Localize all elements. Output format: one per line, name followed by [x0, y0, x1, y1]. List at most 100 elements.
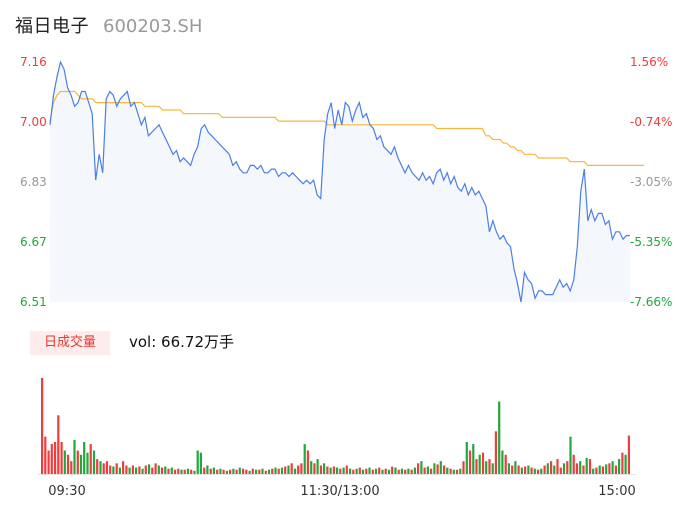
- volume-bar: [222, 469, 225, 474]
- volume-bar: [592, 468, 595, 474]
- volume-bar: [329, 467, 332, 474]
- volume-bar: [336, 467, 339, 474]
- volume-bar: [186, 468, 190, 474]
- volume-bar: [102, 463, 105, 474]
- volume-bar: [485, 461, 488, 474]
- volume-bar: [433, 463, 436, 474]
- volume-bar: [579, 461, 582, 474]
- volume-bar: [118, 467, 121, 474]
- volume-bar: [319, 465, 322, 474]
- stock-name: 福日电子: [15, 16, 89, 37]
- volume-bar: [605, 464, 608, 474]
- volume-bar: [452, 469, 455, 474]
- volume-bar: [355, 468, 358, 474]
- volume-bar: [556, 459, 559, 474]
- volume-bar: [361, 469, 365, 474]
- volume-bar: [135, 467, 138, 474]
- volume-bar: [73, 439, 76, 474]
- volume-bar: [70, 461, 73, 474]
- volume-bar: [284, 466, 287, 474]
- volume-bar: [92, 450, 96, 474]
- volume-bar: [488, 459, 491, 474]
- volume-bar: [439, 461, 442, 474]
- volume-bar: [455, 469, 459, 474]
- price-area: [50, 62, 630, 302]
- volume-bar: [99, 461, 102, 474]
- volume-bar: [553, 465, 556, 474]
- volume-bar: [462, 461, 465, 474]
- volume-bar: [112, 466, 115, 474]
- volume-bar: [420, 461, 423, 474]
- volume-bar: [540, 468, 543, 474]
- volume-bar: [196, 450, 199, 474]
- volume-bar: [352, 469, 355, 474]
- volume-bar: [235, 469, 238, 474]
- volume-bar: [387, 469, 391, 474]
- volume-bar: [57, 415, 60, 474]
- volume-bar: [449, 468, 452, 474]
- volume-bar: [245, 469, 248, 474]
- volume-bar: [501, 450, 504, 474]
- volume-bar: [478, 454, 481, 474]
- volume-bar: [550, 461, 553, 474]
- price-tick-label: 6.83: [20, 175, 47, 189]
- volume-bar: [86, 452, 89, 474]
- volume-bar: [339, 468, 342, 474]
- volume-bar: [323, 463, 326, 474]
- volume-bar: [514, 461, 517, 474]
- volume-bar: [349, 468, 352, 474]
- volume-bar: [138, 466, 141, 474]
- price-tick-label: 6.67: [20, 235, 47, 249]
- volume-bar: [326, 466, 329, 474]
- volume-bar: [255, 469, 258, 474]
- volume-bar: [148, 464, 151, 474]
- percent-tick-label: -3.05%: [630, 175, 672, 189]
- volume-bar: [511, 465, 514, 474]
- volume-bar: [472, 444, 475, 474]
- volume-bar: [491, 463, 494, 474]
- volume-bar: [274, 467, 277, 474]
- volume-bar: [588, 459, 592, 474]
- volume-bar: [342, 467, 345, 474]
- volume-bar: [559, 467, 562, 474]
- volume-bar: [173, 469, 177, 474]
- price-tick-label: 7.00: [20, 115, 47, 129]
- volume-bar: [177, 468, 180, 474]
- volume-bar: [443, 465, 446, 474]
- volume-bar: [297, 465, 300, 474]
- volume-bar: [190, 469, 193, 474]
- volume-bar: [608, 463, 611, 474]
- volume-bar: [517, 465, 520, 474]
- volume-bar: [96, 459, 99, 474]
- volume-bar: [345, 465, 348, 474]
- volume-bar: [79, 454, 83, 474]
- volume-bar: [206, 465, 209, 474]
- volume-bar: [533, 468, 536, 474]
- volume-bar: [378, 467, 381, 474]
- volume-bar: [417, 463, 420, 474]
- volume-bar: [160, 467, 164, 474]
- volume-bar: [426, 466, 429, 474]
- volume-bar: [287, 465, 290, 474]
- volume-bar: [306, 450, 309, 474]
- percent-tick-label: 1.56%: [630, 55, 668, 69]
- volume-bar: [614, 465, 617, 474]
- volume-bar: [494, 431, 497, 474]
- volume-bar: [44, 436, 47, 474]
- volume-bar: [144, 465, 147, 474]
- volume-tag[interactable]: 日成交量: [30, 331, 110, 355]
- volume-bar: [60, 442, 63, 474]
- volume-bar: [125, 465, 128, 474]
- volume-bar: [277, 468, 280, 474]
- volume-bar: [459, 468, 462, 474]
- volume-bar: [219, 468, 222, 474]
- volume-bar: [611, 461, 614, 474]
- volume-bar: [242, 468, 245, 474]
- volume-bar: [83, 442, 86, 474]
- volume-bar: [391, 466, 394, 474]
- volume-bar: [624, 454, 627, 474]
- volume-bar: [183, 469, 186, 474]
- volume-bar: [141, 468, 144, 474]
- volume-bar: [368, 467, 371, 474]
